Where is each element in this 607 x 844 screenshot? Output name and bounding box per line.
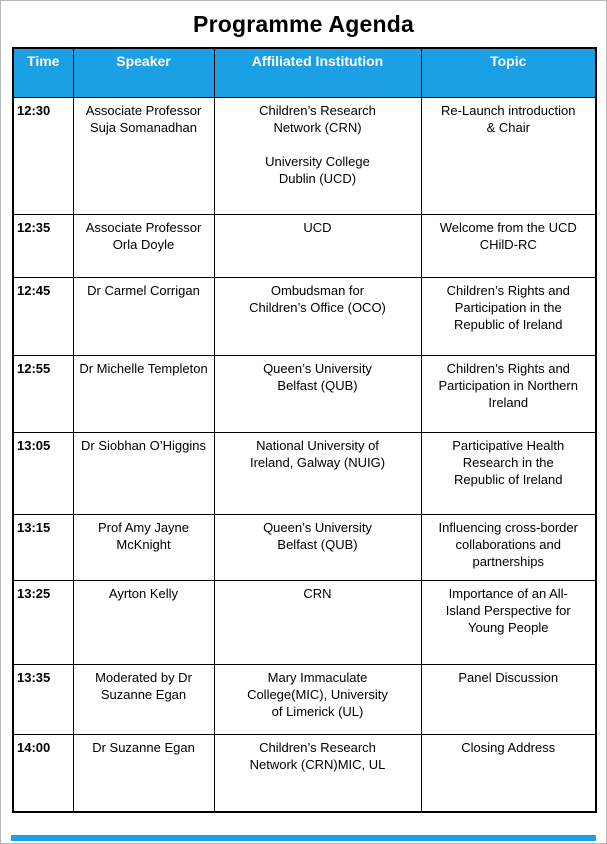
topic-cell: Re-Launch introduction & Chair [420, 96, 597, 215]
speaker-cell: Dr Carmel Corrigan [72, 276, 215, 356]
agenda-row: 13:05 Dr Siobhan O’Higgins National Univer… [12, 431, 597, 515]
time-cell: 13:15 [12, 513, 74, 581]
institution-cell: National University of Ireland, Galway (N… [213, 431, 422, 515]
column-header-topic: Topic [420, 47, 597, 98]
topic-cell: Influencing cross-border collaborations a… [420, 513, 597, 581]
time-cell: 12:35 [12, 213, 74, 278]
agenda-row: 13:25 Ayrton Kelly CRN Importance of an All… [12, 579, 597, 665]
topic-cell: Children’s Rights and Participation in th… [420, 276, 597, 356]
institution-cell: Mary Immaculate College(MIC), University o… [213, 663, 422, 735]
topic-cell: Importance of an All- Island Perspective … [420, 579, 597, 665]
clipped-next-header-bar [11, 835, 596, 841]
page-title: Programme Agenda [193, 11, 414, 37]
agenda-row: 13:15 Prof Amy Jayne McKnight Queen’s Unive… [12, 513, 597, 581]
column-header-speaker: Speaker [72, 47, 215, 98]
agenda-table: Time Speaker Affiliated Institution Topic 1… [12, 47, 597, 813]
time-cell: 14:00 [12, 733, 74, 813]
time-cell: 13:35 [12, 663, 74, 735]
agenda-row: 12:45 Dr Carmel Corrigan Ombudsman for Chil… [12, 276, 597, 356]
speaker-cell: Dr Siobhan O’Higgins [72, 431, 215, 515]
time-cell: 12:30 [12, 96, 74, 215]
speaker-cell: Ayrton Kelly [72, 579, 215, 665]
institution-cell: Queen’s University Belfast (QUB) [213, 354, 422, 433]
column-header-time: Time [12, 47, 74, 98]
institution-cell: Children’s Research Network (CRN) Univers… [213, 96, 422, 215]
agenda-row: 13:35 Moderated by Dr Suzanne Egan Mary Imm… [12, 663, 597, 735]
topic-cell: Closing Address [420, 733, 597, 813]
time-cell: 12:55 [12, 354, 74, 433]
institution-cell: Ombudsman for Children’s Office (OCO) [213, 276, 422, 356]
institution-cell: UCD [213, 213, 422, 278]
time-cell: 13:05 [12, 431, 74, 515]
agenda-table-header: Time Speaker Affiliated Institution Topic [12, 47, 597, 98]
header-row: Time Speaker Affiliated Institution Topic [12, 47, 597, 98]
time-cell: 12:45 [12, 276, 74, 356]
speaker-cell: Dr Michelle Templeton [72, 354, 215, 433]
agenda-row: 12:30 Associate Professor Suja Somanadhan C… [12, 96, 597, 215]
speaker-cell: Prof Amy Jayne McKnight [72, 513, 215, 581]
agenda-table-body: 12:30 Associate Professor Suja Somanadhan C… [12, 96, 597, 813]
agenda-row: 12:55 Dr Michelle Templeton Queen’s Univer… [12, 354, 597, 433]
agenda-row: 14:00 Dr Suzanne Egan Children’s Research N… [12, 733, 597, 813]
institution-cell: Queen’s University Belfast (QUB) [213, 513, 422, 581]
topic-cell: Children’s Rights and Participation in No… [420, 354, 597, 433]
agenda-row: 12:35 Associate Professor Orla Doyle UCD Wel… [12, 213, 597, 278]
topic-cell: Participative Health Research in the Repub… [420, 431, 597, 515]
speaker-cell: Associate Professor Suja Somanadhan [72, 96, 215, 215]
topic-cell: Panel Discussion [420, 663, 597, 735]
speaker-cell: Dr Suzanne Egan [72, 733, 215, 813]
speaker-cell: Moderated by Dr Suzanne Egan [72, 663, 215, 735]
topic-cell: Welcome from the UCD CHilD-RC [420, 213, 597, 278]
time-cell: 13:25 [12, 579, 74, 665]
institution-cell: CRN [213, 579, 422, 665]
institution-cell: Children’s Research Network (CRN)MIC, UL [213, 733, 422, 813]
speaker-cell: Associate Professor Orla Doyle [72, 213, 215, 278]
column-header-affiliated-institution: Affiliated Institution [213, 47, 422, 98]
